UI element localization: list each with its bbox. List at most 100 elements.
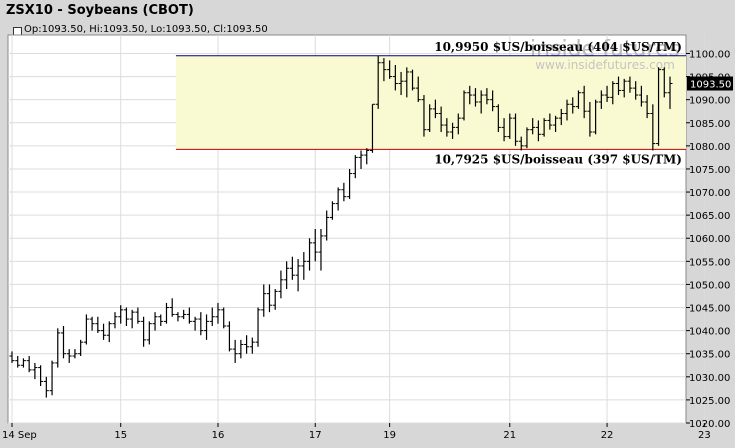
ohlc-bar xyxy=(410,69,416,91)
ohlc-bar xyxy=(32,362,38,380)
watermark: inside futures www.insidefutures.com xyxy=(530,37,680,72)
ohlc-bar xyxy=(570,97,576,114)
last-price-box xyxy=(687,76,733,91)
ohlc-bar xyxy=(141,316,147,347)
y-tick-label: 1080.00 xyxy=(689,142,730,153)
ohlc-bar xyxy=(381,58,387,82)
ohlc-bar xyxy=(186,307,192,324)
ohlc-bar xyxy=(524,127,530,149)
ohlc-bar xyxy=(581,85,587,119)
ohlc-bar xyxy=(135,307,141,324)
y-tick-label: 1035.00 xyxy=(689,350,730,361)
ohlc-bar xyxy=(598,90,604,109)
last-price-marker: 1093.50 xyxy=(687,76,733,91)
y-tick-label: 1055.00 xyxy=(689,257,730,268)
ohlc-bar xyxy=(307,238,313,271)
ohlc-bar xyxy=(432,99,438,119)
ohlc-bar xyxy=(513,113,519,146)
annotation-labels: 10,9950 $US/boisseau (404 $US/TM) 10,7925… xyxy=(434,40,682,167)
ohlc-bar xyxy=(638,85,644,107)
ohlc-bar xyxy=(535,120,541,142)
ohlc-bar xyxy=(427,104,433,132)
ohlc-bar xyxy=(83,314,89,345)
ohlc-bar xyxy=(461,90,467,121)
ohlc-bar xyxy=(455,113,461,135)
ohlc-bar xyxy=(60,326,66,359)
ohlc-bar xyxy=(518,136,524,151)
ohlc-bar xyxy=(610,81,616,105)
ohlc-bar xyxy=(472,88,478,107)
ohlc-bar xyxy=(301,252,307,280)
y-axis: 1020.00 1025.00 1030.00 1035.00 1040.00 1045.… xyxy=(686,49,730,430)
ohlc-bar xyxy=(244,335,250,354)
ohlc-bar xyxy=(175,312,181,322)
ohlc-bar xyxy=(49,360,55,396)
ohlc-bar xyxy=(249,337,255,354)
ohlc-bar xyxy=(95,316,101,333)
quote-line: Op:1093.50, Hi:1093.50, Lo:1093.50, Cl:1… xyxy=(24,24,268,35)
ohlc-bar xyxy=(152,312,158,331)
ohlc-bar xyxy=(667,76,673,109)
ohlc-bar xyxy=(163,302,169,324)
ohlc-bar xyxy=(467,85,473,105)
ohlc-bar xyxy=(369,103,375,153)
ohlc-bar xyxy=(215,302,221,324)
last-price-label: 1093.50 xyxy=(690,80,731,91)
ohlc-bar xyxy=(621,78,627,98)
ohlc-bar xyxy=(295,259,301,292)
y-tick-label: 1100.00 xyxy=(689,49,730,60)
ohlc-bar xyxy=(478,90,484,114)
ohlc-bar xyxy=(358,150,364,169)
ohlc-bar xyxy=(352,155,358,179)
ohlc-bar xyxy=(284,261,290,290)
ohlc-bar xyxy=(501,118,507,142)
ohlc-bar xyxy=(324,210,330,241)
ohlc-bar xyxy=(564,99,570,121)
chart-title: ZSX10 - Soybeans (CBOT) xyxy=(6,3,194,18)
y-tick-label: 1045.00 xyxy=(689,304,730,315)
y-tick-label: 1070.00 xyxy=(689,188,730,199)
ohlc-bar xyxy=(101,323,107,340)
x-tick-label: 14 Sep xyxy=(2,430,37,441)
ohlc-bar xyxy=(118,305,124,324)
x-tick-label: 15 xyxy=(114,430,127,441)
ohlc-bar xyxy=(398,71,404,96)
y-tick-label: 1075.00 xyxy=(689,165,730,176)
ohlc-bar xyxy=(661,67,667,98)
x-tick-label: 17 xyxy=(309,430,322,441)
ohlc-bar xyxy=(209,307,215,326)
ohlc-bar xyxy=(364,148,370,165)
ohlc-bar xyxy=(547,113,553,130)
ohlc-bar xyxy=(633,81,639,100)
ohlc-bar xyxy=(587,101,593,137)
ohlc-bar xyxy=(530,118,536,135)
x-tick-label: 21 xyxy=(503,430,516,441)
ohlc-bar xyxy=(89,316,95,331)
ohlc-bar xyxy=(438,106,444,132)
annotation-label: 10,9950 $US/boisseau (404 $US/TM) xyxy=(434,40,682,54)
ohlc-bar xyxy=(106,321,112,343)
ohlc-bar xyxy=(404,67,410,98)
ohlc-bar xyxy=(375,55,381,109)
ohlc-bar xyxy=(644,95,650,119)
y-tick-label: 1065.00 xyxy=(689,211,730,222)
ohlc-bar xyxy=(123,307,129,326)
ohlc-bar xyxy=(272,289,278,310)
y-tick-label: 1050.00 xyxy=(689,280,730,291)
ohlc-bar xyxy=(593,99,599,135)
ohlc-bar xyxy=(392,65,398,91)
ohlc-bar xyxy=(204,314,210,340)
ohlc-bar xyxy=(484,88,490,105)
x-tick-label: 23 xyxy=(698,430,711,441)
y-tick-label: 1025.00 xyxy=(689,396,730,407)
ohlc-bar xyxy=(26,356,32,373)
ohlc-bar xyxy=(55,328,61,368)
ohlc-bar xyxy=(656,67,662,146)
ohlc-bar xyxy=(192,316,198,331)
ohlc-bar xyxy=(575,90,581,109)
y-tick-label: 1030.00 xyxy=(689,373,730,384)
ohlc-bar xyxy=(238,339,244,359)
ohlc-bar xyxy=(541,118,547,137)
ohlc-bar xyxy=(261,284,267,317)
